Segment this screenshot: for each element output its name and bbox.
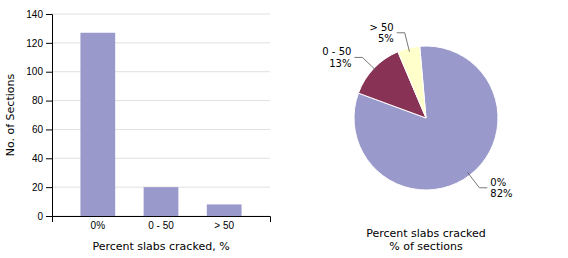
slice-label: 0 - 5013% — [322, 46, 351, 69]
slice-label: > 505% — [369, 22, 393, 45]
tick-label: 120 — [26, 38, 43, 49]
caption-line: % of sections — [389, 240, 463, 253]
tick-mark — [46, 72, 52, 73]
bar — [80, 33, 115, 216]
tick-mark — [46, 43, 52, 44]
slice-value: 13% — [329, 58, 351, 69]
leader-line — [468, 172, 488, 187]
pie-chart: 0%82% 0 - 5013% > 505% — [322, 22, 512, 200]
slice-category: 0% — [490, 177, 506, 188]
leader-line — [397, 33, 410, 52]
tick: 140 — [26, 9, 52, 20]
tick-label: 0 — [37, 211, 43, 222]
tick-mark — [46, 129, 52, 130]
bars — [80, 33, 241, 216]
tick: 120 — [26, 38, 52, 49]
slice — [398, 46, 426, 118]
slice-value: 5% — [378, 33, 394, 44]
tick: 40 — [32, 153, 52, 164]
leader-line — [354, 57, 376, 70]
tick-label: 100 — [26, 66, 43, 77]
y-axis: 0 20 40 60 80 100 120 140 — [26, 9, 52, 222]
tick: 0 — [37, 211, 52, 222]
tick: 20 — [32, 182, 52, 193]
slice-label: 0%82% — [490, 177, 512, 200]
tick: 0 - 50 — [148, 220, 174, 231]
tick-label: 20 — [32, 182, 44, 193]
grid-line — [52, 14, 270, 15]
tick-mark — [46, 14, 52, 15]
caption: Percent slabs cracked% of sections — [366, 227, 486, 253]
tick-label: 0 - 50 — [148, 220, 174, 231]
tick-mark — [46, 158, 52, 159]
tick-label: > 50 — [214, 220, 234, 231]
tick-label: 0% — [91, 220, 106, 231]
tick-mark — [46, 101, 52, 102]
tick-mark — [46, 187, 52, 188]
bar-chart: 0 20 40 60 80 100 120 140 0% 0 - 50 > 50 Percent sl… — [4, 9, 271, 253]
bar — [207, 204, 242, 216]
slices — [354, 46, 498, 190]
y-axis-title: No. of Sections — [4, 74, 17, 157]
slice — [354, 46, 498, 190]
bar — [144, 187, 179, 216]
tick: 60 — [32, 124, 52, 135]
slice-value: 82% — [490, 188, 512, 199]
tick-label: 40 — [32, 153, 44, 164]
x-axis: 0% 0 - 50 > 50 — [53, 217, 271, 232]
axis-line — [46, 15, 53, 217]
caption-line: Percent slabs cracked — [366, 227, 486, 240]
grid — [52, 14, 270, 216]
slice-labels: 0%82% 0 - 5013% > 505% — [322, 22, 512, 200]
tick-label: 80 — [32, 95, 44, 106]
slice-category: > 50 — [369, 22, 393, 33]
x-axis-title: Percent slabs cracked, % — [92, 240, 229, 253]
slice-category: 0 - 50 — [322, 46, 351, 57]
tick-label: 60 — [32, 124, 44, 135]
tick-mark — [46, 216, 52, 217]
figure: 0 20 40 60 80 100 120 140 0% 0 - 50 > 50 Percent sl… — [0, 0, 568, 258]
tick: 100 — [26, 66, 52, 77]
tick: 0% — [91, 220, 106, 231]
tick: 80 — [32, 95, 52, 106]
tick: > 50 — [214, 220, 234, 231]
tick-label: 140 — [26, 9, 43, 20]
